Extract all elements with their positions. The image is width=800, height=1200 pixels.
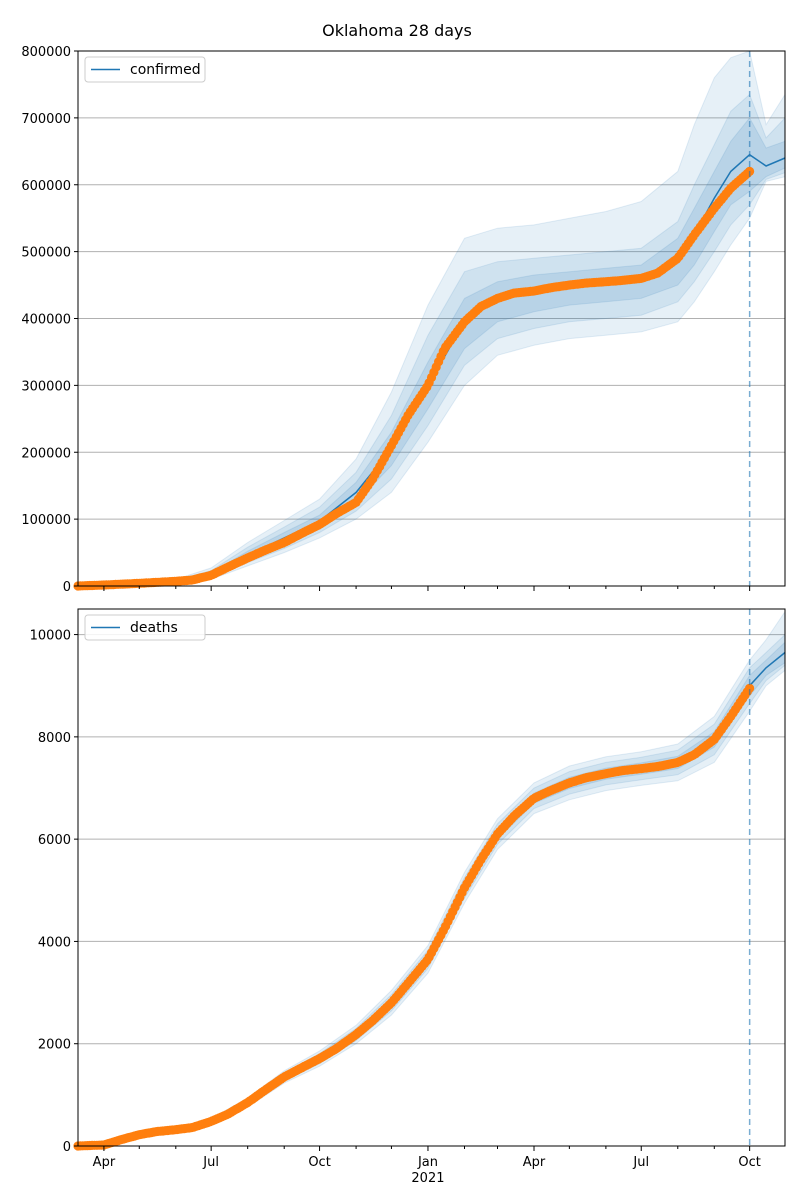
deaths-xtick-label: Apr <box>93 1155 116 1170</box>
deaths-bands <box>77 609 786 1147</box>
deaths-ytick-label: 8000 <box>38 731 71 746</box>
confirmed-ytick-label: 500000 <box>21 246 71 261</box>
confirmed-legend: confirmed <box>84 56 206 83</box>
deaths-legend-box <box>84 614 206 641</box>
deaths-model-line <box>77 651 786 1147</box>
confirmed-panel: 0 100000 200000 300000 400000 500000 600000 700… <box>21 45 786 595</box>
confirmed-xaxis <box>103 586 751 591</box>
deaths-legend-label: deaths <box>130 620 178 636</box>
confirmed-legend-box <box>84 56 206 83</box>
deaths-xtick-label: Oct <box>308 1155 330 1170</box>
confirmed-ytick-label: 800000 <box>21 45 71 60</box>
deaths-year-label: 2021 <box>411 1171 444 1186</box>
confirmed-yaxis: 0 100000 200000 300000 400000 500000 600000 700… <box>21 45 78 595</box>
confirmed-ytick-label: 700000 <box>21 112 71 127</box>
deaths-yaxis: 0 2000 4000 6000 8000 10000 <box>30 629 78 1155</box>
confirmed-ytick-label: 400000 <box>21 313 71 328</box>
deaths-panel: 0 2000 4000 6000 8000 10000 Apr Jul Oct Jan Apr Ju… <box>30 608 786 1186</box>
chart-title: Oklahoma 28 days <box>322 21 472 40</box>
deaths-xtick-label: Apr <box>523 1155 546 1170</box>
deaths-xtick-label: Jul <box>202 1155 219 1170</box>
deaths-ytick-label: 6000 <box>38 833 71 848</box>
deaths-ytick-label: 2000 <box>38 1038 71 1053</box>
deaths-ytick-label: 4000 <box>38 935 71 950</box>
deaths-band-mid <box>77 633 786 1147</box>
deaths-ytick-label: 0 <box>63 1140 71 1155</box>
deaths-xtick-label: Oct <box>738 1155 760 1170</box>
confirmed-ytick-label: 100000 <box>21 513 71 528</box>
deaths-legend: deaths <box>84 614 206 641</box>
deaths-model <box>77 651 786 1147</box>
deaths-observed-point <box>745 683 755 693</box>
deaths-plot-frame <box>77 608 786 1147</box>
deaths-grid <box>78 634 785 1045</box>
confirmed-ytick-label: 600000 <box>21 179 71 194</box>
confirmed-ytick-label: 300000 <box>21 379 71 394</box>
confirmed-ytick-label: 0 <box>63 580 71 595</box>
deaths-ytick-label: 10000 <box>30 629 71 644</box>
deaths-xtick-label: Jul <box>632 1155 649 1170</box>
deaths-band-outer <box>77 609 786 1147</box>
deaths-xtick-label: Jan <box>417 1155 438 1170</box>
deaths-xaxis: Apr Jul Oct Jan Apr Jul Oct 2021 <box>93 1146 761 1186</box>
deaths-band-inner <box>77 641 786 1147</box>
confirmed-legend-label: confirmed <box>130 62 201 78</box>
confirmed-ytick-label: 200000 <box>21 446 71 461</box>
